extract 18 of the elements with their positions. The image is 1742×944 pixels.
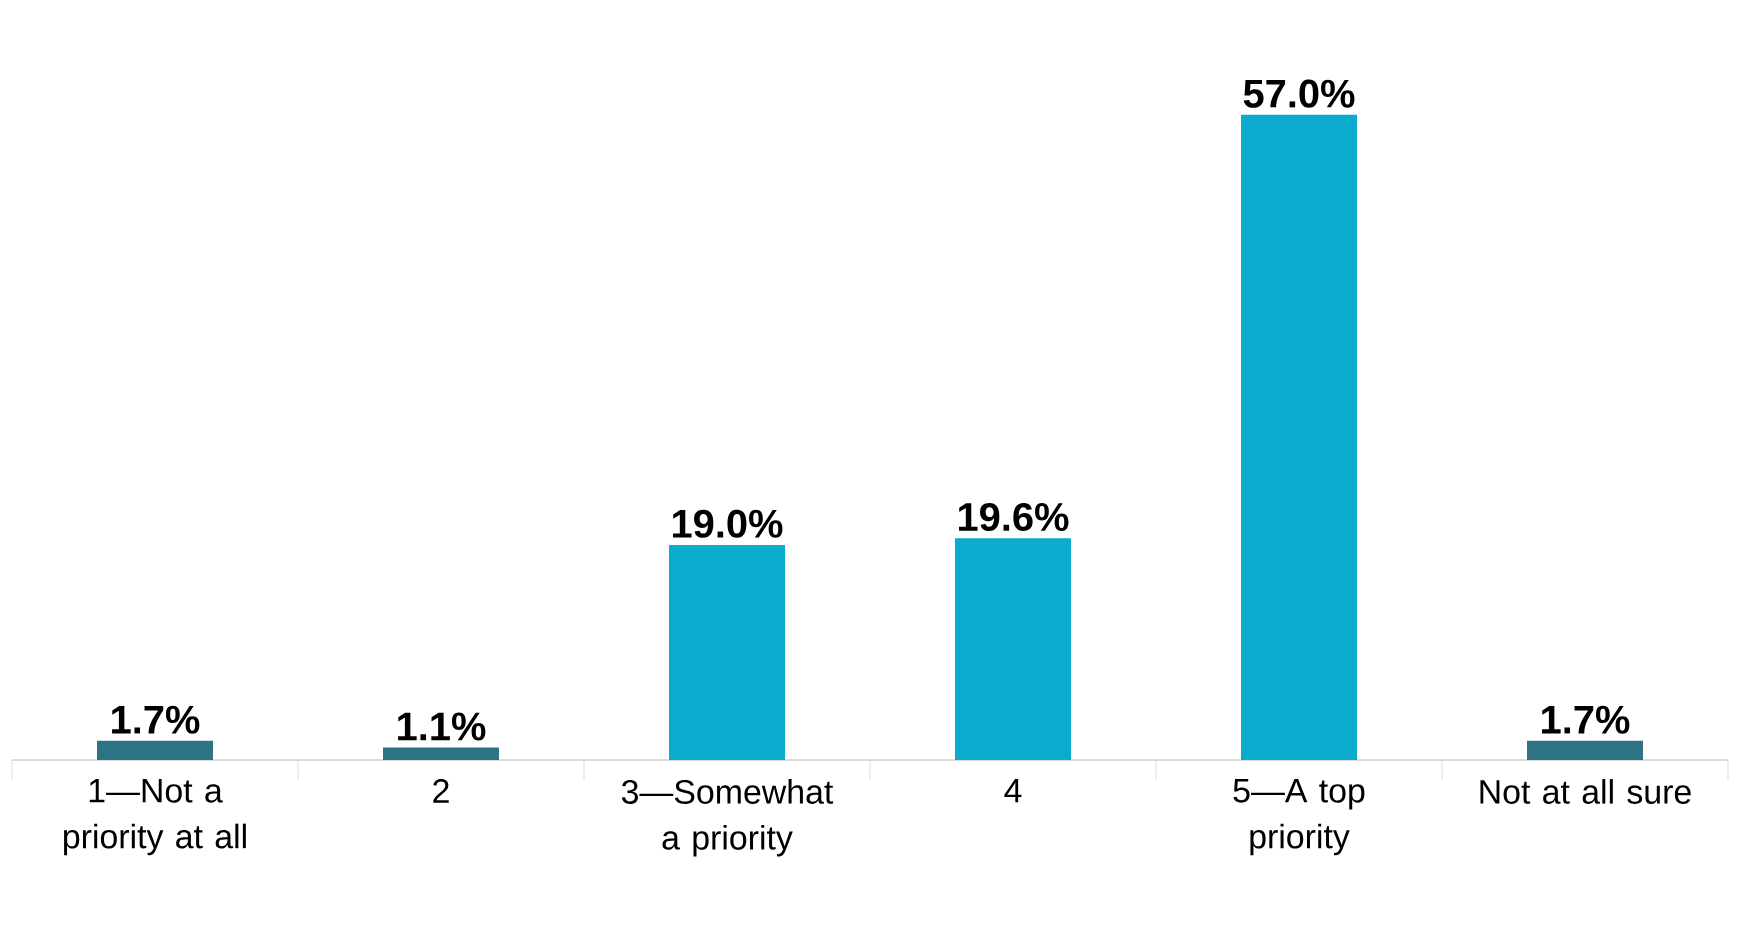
data-label: 57.0% — [1243, 79, 1355, 108]
data-label: 1.1% — [398, 712, 486, 741]
bar — [1241, 114, 1358, 760]
x-tick-label: 2 — [433, 779, 449, 803]
x-tick-label: Not at all sure — [1480, 779, 1691, 804]
x-tick-label: 4 — [1004, 779, 1022, 803]
bar — [97, 740, 213, 760]
x-tick-label: 5—A top priority — [1233, 779, 1365, 856]
bar — [383, 747, 499, 760]
data-label: 1.7% — [1542, 705, 1630, 734]
x-tick-label: 1—Not a priority at all — [64, 779, 246, 856]
data-label: 19.6% — [959, 502, 1069, 532]
x-tick-label: 3—Somewhat a priority — [621, 779, 834, 857]
bar — [955, 538, 1071, 760]
data-label: 19.0% — [673, 509, 783, 538]
bar — [1527, 740, 1644, 760]
bar — [669, 544, 785, 760]
data-label: 1.7% — [112, 705, 200, 734]
